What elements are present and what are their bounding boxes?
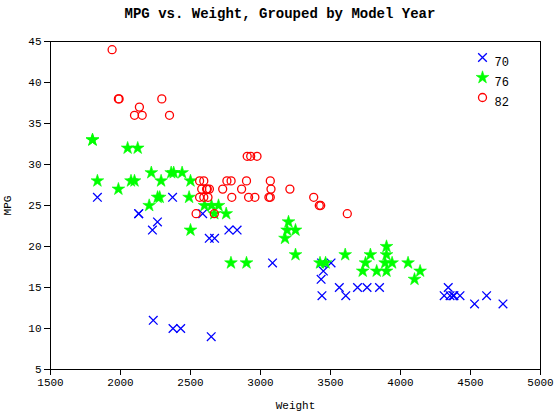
svg-text:25: 25: [28, 200, 41, 212]
svg-text:20: 20: [28, 241, 41, 253]
svg-text:40: 40: [28, 77, 41, 89]
svg-text:4500: 4500: [457, 377, 483, 389]
svg-text:30: 30: [28, 159, 41, 171]
svg-text:1500: 1500: [37, 377, 63, 389]
svg-text:2000: 2000: [107, 377, 133, 389]
svg-text:82: 82: [495, 96, 509, 110]
svg-text:5: 5: [35, 364, 42, 376]
svg-text:35: 35: [28, 118, 41, 130]
svg-text:3000: 3000: [247, 377, 273, 389]
svg-text:MPG: MPG: [2, 196, 14, 216]
html-text:MPG vs. Weight, Grouped by Mod: MPG vs. Weight, Grouped by Model Year: [124, 6, 436, 22]
svg-text:45: 45: [28, 36, 41, 48]
svg-text:76: 76: [495, 76, 509, 90]
svg-text:5000: 5000: [527, 377, 553, 389]
svg-text:15: 15: [28, 282, 41, 294]
svg-text:70: 70: [495, 56, 509, 70]
svg-text:10: 10: [28, 323, 41, 335]
svg-text:4000: 4000: [387, 377, 413, 389]
svg-text:3500: 3500: [317, 377, 343, 389]
svg-text:Weight: Weight: [276, 400, 316, 412]
svg-text:2500: 2500: [177, 377, 203, 389]
